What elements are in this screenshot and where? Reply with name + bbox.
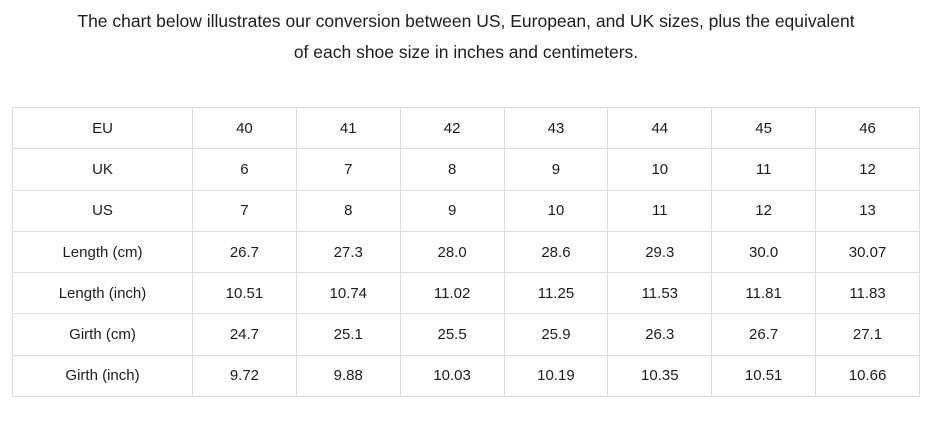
row-header: Length (inch) [12, 272, 193, 315]
table-cell: 9.72 [192, 354, 297, 398]
table-cell: 46 [815, 106, 920, 150]
table-cell: 9.88 [295, 354, 401, 398]
table-cell: 10.51 [711, 354, 817, 398]
table-cell: 27.3 [295, 230, 401, 274]
table-cell: 28.6 [503, 230, 609, 274]
table-cell: 45 [711, 106, 817, 150]
table-cell: 8 [295, 189, 401, 232]
title-line-1: The chart below illustrates our conversi… [77, 11, 855, 31]
table-cell: 12 [711, 189, 817, 232]
table-cell: 7 [192, 189, 297, 232]
table-cell: 11.83 [815, 272, 920, 315]
table-cell: 27.1 [815, 313, 920, 356]
table-cell: 25.1 [295, 313, 401, 356]
table-cell: 11 [711, 148, 817, 191]
table-cell: 10.66 [815, 354, 920, 398]
table-cell: 7 [295, 148, 401, 191]
table-cell: 42 [399, 106, 505, 150]
table-cell: 26.7 [192, 230, 297, 274]
table-cell: 44 [607, 106, 713, 150]
table-cell: 11.81 [711, 272, 817, 315]
table-cell: 10.35 [607, 354, 713, 398]
table-cell: 25.5 [399, 313, 505, 356]
table-cell: 6 [192, 148, 297, 191]
row-header: Length (cm) [12, 230, 193, 274]
table-cell: 28.0 [399, 230, 505, 274]
table-cell: 30.07 [815, 230, 920, 274]
table-cell: 9 [503, 148, 609, 191]
table-row-length-cm: Length (cm) 26.7 27.3 28.0 28.6 29.3 30.… [12, 230, 920, 274]
table-cell: 43 [503, 106, 609, 150]
row-header: UK [12, 148, 193, 191]
table-cell: 10 [607, 148, 713, 191]
table-cell: 11.25 [503, 272, 609, 315]
page-title: The chart below illustrates our conversi… [0, 0, 932, 68]
table-cell: 10 [503, 189, 609, 232]
table-cell: 8 [399, 148, 505, 191]
table-cell: 26.3 [607, 313, 713, 356]
table-cell: 41 [295, 106, 401, 150]
row-header: Girth (cm) [12, 313, 193, 356]
title-line-2: of each shoe size in inches and centimet… [293, 42, 639, 62]
table-row-us: US 7 8 9 10 11 12 13 [12, 189, 920, 232]
table-cell: 24.7 [192, 313, 297, 356]
table-cell: 12 [815, 148, 920, 191]
row-header: US [12, 189, 193, 232]
table-cell: 10.74 [295, 272, 401, 315]
table-cell: 10.03 [399, 354, 505, 398]
table-cell: 40 [192, 106, 297, 150]
table-row-length-inch: Length (inch) 10.51 10.74 11.02 11.25 11… [12, 272, 920, 315]
table-cell: 10.51 [192, 272, 297, 315]
table-row-eu: EU 40 41 42 43 44 45 46 [12, 106, 920, 150]
table-cell: 29.3 [607, 230, 713, 274]
table-cell: 9 [399, 189, 505, 232]
table-cell: 11.53 [607, 272, 713, 315]
table-cell: 10.19 [503, 354, 609, 398]
size-conversion-table: EU 40 41 42 43 44 45 46 UK 6 7 8 9 10 11… [12, 106, 920, 398]
table-cell: 13 [815, 189, 920, 232]
table-cell: 11 [607, 189, 713, 232]
table-cell: 30.0 [711, 230, 817, 274]
table-cell: 25.9 [503, 313, 609, 356]
table-cell: 11.02 [399, 272, 505, 315]
table-row-girth-inch: Girth (inch) 9.72 9.88 10.03 10.19 10.35… [12, 354, 920, 398]
table-row-girth-cm: Girth (cm) 24.7 25.1 25.5 25.9 26.3 26.7… [12, 313, 920, 356]
table-row-uk: UK 6 7 8 9 10 11 12 [12, 148, 920, 191]
row-header: EU [12, 106, 193, 150]
table-cell: 26.7 [711, 313, 817, 356]
row-header: Girth (inch) [12, 354, 193, 398]
